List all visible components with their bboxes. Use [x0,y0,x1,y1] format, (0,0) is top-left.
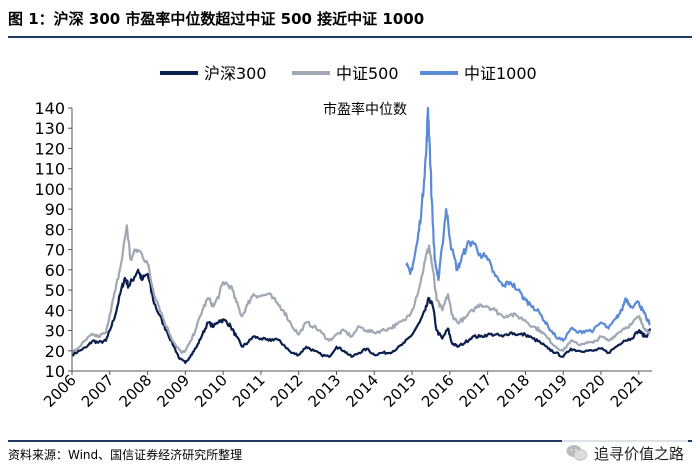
y-tick-label: 10 [45,362,65,381]
series-line-中证500 [71,224,652,354]
wechat-watermark: 追寻价值之路 [561,440,688,466]
y-tick-label: 40 [45,301,65,320]
y-tick-label: 140 [34,99,65,118]
wechat-icon [566,445,588,461]
x-tick-label: 2007 [78,371,118,411]
y-tick-label: 130 [34,119,65,138]
y-tick-label: 90 [45,200,65,219]
x-axis: 2006200720082009201020112012201320142015… [40,371,647,411]
y-tick-label: 50 [45,281,65,300]
footer-rule [8,440,692,442]
x-tick-label: 2019 [531,371,571,411]
y-tick-label: 120 [34,139,65,158]
x-tick-label: 2018 [494,371,534,411]
x-tick-label: 2015 [380,371,420,411]
y-tick-label: 110 [34,160,65,179]
x-tick-label: 2014 [342,371,382,411]
x-tick-label: 2010 [191,371,231,411]
watermark-text: 追寻价值之路 [593,444,684,463]
y-tick-label: 70 [45,241,65,260]
x-tick-label: 2009 [153,371,193,411]
x-tick-label: 2011 [229,371,269,411]
chart-legend: 沪深300 中证500 中证1000 [160,64,537,83]
figure-title: 图 1：沪深 300 市盈率中位数超过中证 500 接近中证 1000 [8,10,425,28]
y-tick-label: 80 [45,220,65,239]
series-line-中证1000 [405,106,651,342]
y-tick-label: 20 [45,342,65,361]
y-tick-label: 30 [45,322,65,341]
legend-label: 沪深300 [204,64,267,83]
legend-label: 中证500 [336,64,399,83]
title-rule [8,36,692,38]
series-lines [71,106,652,364]
y-tick-label: 100 [34,180,65,199]
x-tick-label: 2017 [456,371,496,411]
y-tick-label: 60 [45,261,65,280]
source-note: 资料来源：Wind、国信证券经济研究所整理 [8,448,243,462]
series-line-沪深300 [71,268,652,364]
x-tick-label: 2012 [267,371,307,411]
legend-label: 中证1000 [464,64,537,83]
x-tick-label: 2013 [305,371,345,411]
x-tick-label: 2021 [607,371,647,411]
x-tick-label: 2020 [569,371,609,411]
chart-title: 市盈率中位数 [323,101,407,118]
x-tick-label: 2016 [418,371,458,411]
x-tick-label: 2008 [116,371,156,411]
